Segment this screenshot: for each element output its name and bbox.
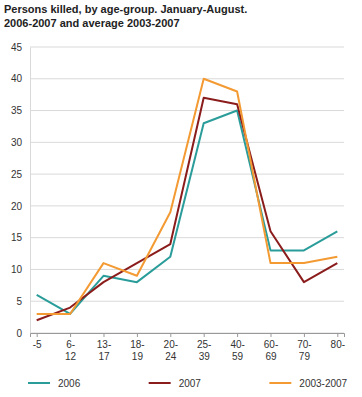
x-tick-mark bbox=[271, 333, 272, 337]
y-axis: 0 5 10 15 20 25 30 35 40 45 bbox=[11, 42, 31, 339]
y-tick: 45 bbox=[11, 42, 30, 53]
y-tick: 35 bbox=[11, 105, 30, 116]
series-line bbox=[37, 111, 338, 314]
legend-item: 2007 bbox=[149, 378, 202, 389]
y-tick-label: 0 bbox=[16, 328, 22, 339]
y-tick: 0 bbox=[16, 328, 30, 339]
x-tick-mark bbox=[204, 333, 205, 337]
y-tick: 25 bbox=[11, 169, 30, 180]
subtitle: 2006-2007 and average 2003-2007 bbox=[4, 17, 180, 29]
y-tick: 20 bbox=[11, 201, 30, 212]
x-tick-mark bbox=[337, 333, 338, 337]
x-tick-label: 20-24 bbox=[164, 339, 178, 362]
grid bbox=[30, 47, 344, 333]
x-tick: 20-24 bbox=[164, 333, 178, 362]
x-tick-mark bbox=[237, 333, 238, 337]
y-tick-label: 25 bbox=[11, 169, 23, 180]
y-tick-label: 30 bbox=[11, 137, 23, 148]
x-tick: 18-19 bbox=[130, 333, 144, 362]
legend-label: 2003-2007 bbox=[299, 378, 347, 389]
x-tick: 80- bbox=[331, 333, 345, 350]
y-tick: 30 bbox=[11, 137, 30, 148]
plot: 0 5 10 15 20 25 30 35 40 45 -5 6-12 13-17 18-19 20-24 2… bbox=[11, 42, 345, 362]
x-tick-mark bbox=[137, 333, 138, 337]
y-tick-label: 45 bbox=[11, 42, 23, 53]
grid-line bbox=[30, 205, 344, 206]
grid-line bbox=[30, 110, 344, 111]
series-line bbox=[37, 79, 338, 314]
x-tick-label: 18-19 bbox=[130, 339, 144, 362]
x-tick-label: 6-12 bbox=[65, 339, 77, 362]
legend-label: 2007 bbox=[179, 378, 202, 389]
x-tick: 40-59 bbox=[230, 333, 244, 362]
y-tick: 40 bbox=[11, 73, 30, 84]
legend-label: 2006 bbox=[58, 378, 81, 389]
y-tick-label: 35 bbox=[11, 105, 23, 116]
x-tick: 60-69 bbox=[264, 333, 278, 362]
legend-swatch bbox=[269, 382, 291, 384]
x-tick: 25-39 bbox=[197, 333, 211, 362]
legend: 2006 2007 2003-2007 bbox=[28, 378, 348, 389]
series-line bbox=[37, 98, 338, 320]
grid-line bbox=[30, 237, 344, 238]
x-tick-label: 70-79 bbox=[297, 339, 311, 362]
y-tick: 10 bbox=[11, 264, 30, 275]
x-axis: -5 6-12 13-17 18-19 20-24 25-39 40-59 60-69 70-7… bbox=[31, 333, 346, 362]
x-tick: 6-12 bbox=[65, 333, 77, 362]
x-axis-line bbox=[31, 334, 345, 338]
legend-swatch bbox=[28, 382, 50, 384]
y-tick: 15 bbox=[11, 232, 30, 243]
y-tick-label: 10 bbox=[11, 264, 23, 275]
title: Persons killed, by age-group. January-Au… bbox=[4, 3, 247, 15]
y-tick-label: 15 bbox=[11, 232, 23, 243]
y-tick: 5 bbox=[16, 296, 30, 307]
grid-line bbox=[30, 78, 344, 79]
x-tick-mark bbox=[304, 333, 305, 337]
x-tick-mark bbox=[70, 333, 71, 337]
x-tick-label: 80- bbox=[331, 339, 345, 350]
x-tick-label: 60-69 bbox=[264, 339, 278, 362]
x-tick-label: 25-39 bbox=[197, 339, 211, 362]
x-tick-mark bbox=[170, 333, 171, 337]
y-tick-label: 5 bbox=[16, 296, 22, 307]
lines bbox=[37, 79, 338, 321]
grid-line bbox=[30, 47, 344, 48]
y-tick-label: 40 bbox=[11, 73, 23, 84]
x-tick-label: -5 bbox=[33, 339, 42, 350]
x-tick: 13-17 bbox=[97, 333, 111, 362]
legend-swatch bbox=[149, 382, 171, 384]
y-tick-label: 20 bbox=[11, 201, 23, 212]
x-tick-label: 13-17 bbox=[97, 339, 111, 362]
x-tick-label: 40-59 bbox=[230, 339, 244, 362]
legend-item: 2003-2007 bbox=[269, 378, 347, 389]
x-tick: 70-79 bbox=[297, 333, 311, 362]
x-tick-mark bbox=[37, 333, 38, 337]
x-tick: -5 bbox=[33, 333, 42, 350]
legend-item: 2006 bbox=[28, 378, 81, 389]
y-axis-line bbox=[30, 48, 31, 334]
x-tick-mark bbox=[103, 333, 104, 337]
chart: Persons killed, by age-group. January-Au… bbox=[0, 0, 362, 397]
